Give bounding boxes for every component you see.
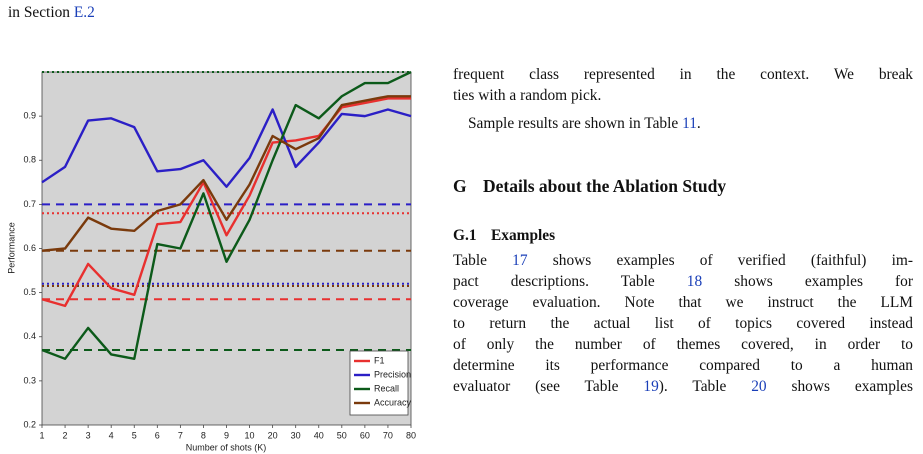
text-run: shows examples bbox=[766, 378, 913, 395]
text-line: Table 17 shows examples of verified (fai… bbox=[453, 252, 913, 270]
y-tick-label: 0.3 bbox=[23, 375, 36, 385]
text-run: to return the actual list of topics cove… bbox=[453, 315, 913, 332]
x-tick-label: 3 bbox=[86, 430, 91, 440]
x-tick-label: 80 bbox=[406, 430, 416, 440]
text-line: ties with a random pick. bbox=[453, 87, 913, 105]
series-line bbox=[41, 97, 411, 308]
text-run: frequent class represented in the contex… bbox=[453, 66, 913, 83]
x-tick-label: 2 bbox=[63, 430, 68, 440]
plot-background bbox=[41, 71, 412, 426]
y-tick-label: 0.7 bbox=[23, 199, 36, 209]
x-tick-label: 7 bbox=[178, 430, 183, 440]
x-tick-label: 10 bbox=[245, 430, 255, 440]
heading: G Details about the Ablation Study bbox=[453, 176, 726, 197]
heading-title: Details about the Ablation Study bbox=[483, 176, 727, 196]
legend-label: Recall bbox=[374, 383, 399, 393]
heading-title: Examples bbox=[491, 227, 556, 244]
text-line: pact descriptions. Table 18 shows exampl… bbox=[453, 273, 913, 291]
y-axis-label: Performance bbox=[6, 222, 16, 274]
x-tick-label: 50 bbox=[337, 430, 347, 440]
x-tick-label: 9 bbox=[224, 430, 229, 440]
y-tick-label: 0.8 bbox=[23, 155, 36, 165]
text-run: shows examples for bbox=[702, 273, 913, 290]
x-tick-label: 70 bbox=[383, 430, 393, 440]
series-line bbox=[41, 70, 412, 361]
text-line: of only the number of themes covered, in… bbox=[453, 336, 913, 354]
text-run: determine its performance compared to a … bbox=[453, 357, 913, 374]
x-axis-label: Number of shots (K) bbox=[186, 442, 267, 452]
x-tick-label: 4 bbox=[109, 430, 114, 440]
text-run: . bbox=[696, 115, 701, 132]
text-line: to return the actual list of topics cove… bbox=[453, 315, 913, 333]
x-tick-label: 6 bbox=[155, 430, 160, 440]
legend-label: Precision bbox=[374, 369, 411, 379]
y-tick-label: 0.6 bbox=[23, 243, 36, 253]
y-tick-label: 0.4 bbox=[23, 331, 36, 341]
text-run: pact descriptions. Table bbox=[453, 273, 687, 290]
text-run: of only the number of themes covered, in… bbox=[453, 336, 913, 353]
x-tick-label: 60 bbox=[360, 430, 370, 440]
legend-label: Accuracy bbox=[374, 397, 412, 407]
text-run: coverage evaluation. Note that we instru… bbox=[453, 294, 913, 311]
text-run: Table bbox=[453, 252, 513, 269]
reference-link[interactable]: E.2 bbox=[73, 4, 95, 21]
legend-label: F1 bbox=[374, 355, 385, 365]
heading-number: G.1 bbox=[453, 227, 477, 244]
text-run: ties with a random pick. bbox=[453, 87, 602, 104]
x-tick-label: 1 bbox=[39, 430, 44, 440]
reference-link[interactable]: 20 bbox=[751, 378, 767, 395]
text-run: in Section bbox=[8, 4, 74, 21]
reference-link[interactable]: 19 bbox=[643, 378, 659, 395]
text-line: coverage evaluation. Note that we instru… bbox=[453, 294, 913, 312]
reference-link[interactable]: 17 bbox=[512, 252, 528, 269]
reference-link[interactable]: 18 bbox=[686, 273, 703, 290]
text-run: ). Table bbox=[658, 378, 752, 395]
text-line: Sample results are shown in Table 11. bbox=[468, 115, 913, 133]
y-tick-label: 0.5 bbox=[23, 287, 36, 297]
text-run: evaluator (see Table bbox=[453, 378, 644, 395]
x-tick-label: 5 bbox=[132, 430, 137, 440]
x-tick-label: 40 bbox=[314, 430, 324, 440]
heading-number: G bbox=[453, 176, 467, 196]
x-tick-label: 8 bbox=[201, 430, 206, 440]
series-line bbox=[41, 108, 412, 188]
legend: F1 Precision Recall Accuracy bbox=[349, 350, 412, 416]
chart: Number of shots (K) Performance 0.2 0.3 0.… bbox=[6, 70, 416, 452]
x-tick-label: 30 bbox=[291, 430, 301, 440]
reference-link[interactable]: 11 bbox=[682, 115, 697, 132]
caption: in Section E.2 bbox=[8, 4, 208, 22]
y-tick-label: 0.9 bbox=[23, 111, 36, 121]
text-line: evaluator (see Table 19). Table 20 shows… bbox=[453, 378, 913, 396]
x-tick-label: 20 bbox=[268, 430, 278, 440]
text-run: Sample results are shown in Table bbox=[468, 115, 683, 132]
y-tick-label: 0.2 bbox=[23, 419, 36, 429]
text-line: frequent class represented in the contex… bbox=[453, 66, 913, 84]
heading: G.1 Examples bbox=[453, 227, 555, 245]
text-line: determine its performance compared to a … bbox=[453, 357, 913, 375]
text-run: shows examples of verified (faithful) im… bbox=[527, 252, 913, 269]
series-line bbox=[41, 95, 411, 252]
